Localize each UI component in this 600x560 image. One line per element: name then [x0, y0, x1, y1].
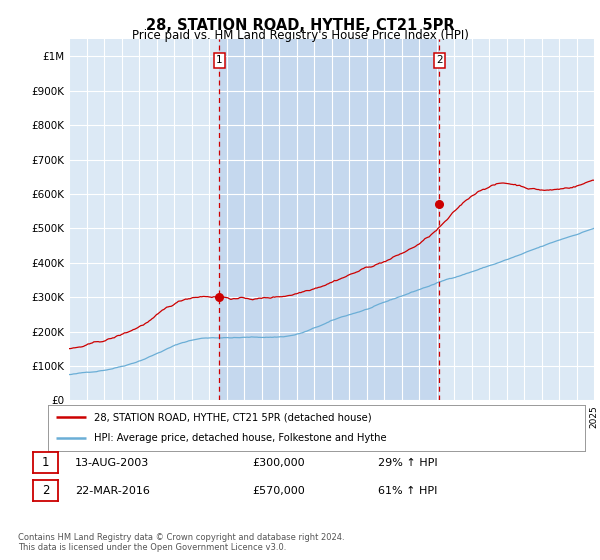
Text: 29% ↑ HPI: 29% ↑ HPI	[378, 458, 437, 468]
Text: 13-AUG-2003: 13-AUG-2003	[75, 458, 149, 468]
Text: 22-MAR-2016: 22-MAR-2016	[75, 486, 150, 496]
Text: 28, STATION ROAD, HYTHE, CT21 5PR (detached house): 28, STATION ROAD, HYTHE, CT21 5PR (detac…	[94, 412, 371, 422]
Text: £570,000: £570,000	[252, 486, 305, 496]
Text: 1: 1	[216, 55, 223, 66]
Text: 28, STATION ROAD, HYTHE, CT21 5PR: 28, STATION ROAD, HYTHE, CT21 5PR	[146, 18, 454, 33]
Text: 2: 2	[436, 55, 443, 66]
Bar	[219, 39, 439, 400]
Text: 2: 2	[42, 484, 49, 497]
Text: Contains HM Land Registry data © Crown copyright and database right 2024.: Contains HM Land Registry data © Crown c…	[18, 533, 344, 542]
Text: £300,000: £300,000	[252, 458, 305, 468]
Text: Price paid vs. HM Land Registry's House Price Index (HPI): Price paid vs. HM Land Registry's House …	[131, 29, 469, 42]
Text: 1: 1	[42, 456, 49, 469]
Text: This data is licensed under the Open Government Licence v3.0.: This data is licensed under the Open Gov…	[18, 543, 286, 552]
Text: HPI: Average price, detached house, Folkestone and Hythe: HPI: Average price, detached house, Folk…	[94, 433, 386, 444]
Text: 61% ↑ HPI: 61% ↑ HPI	[378, 486, 437, 496]
